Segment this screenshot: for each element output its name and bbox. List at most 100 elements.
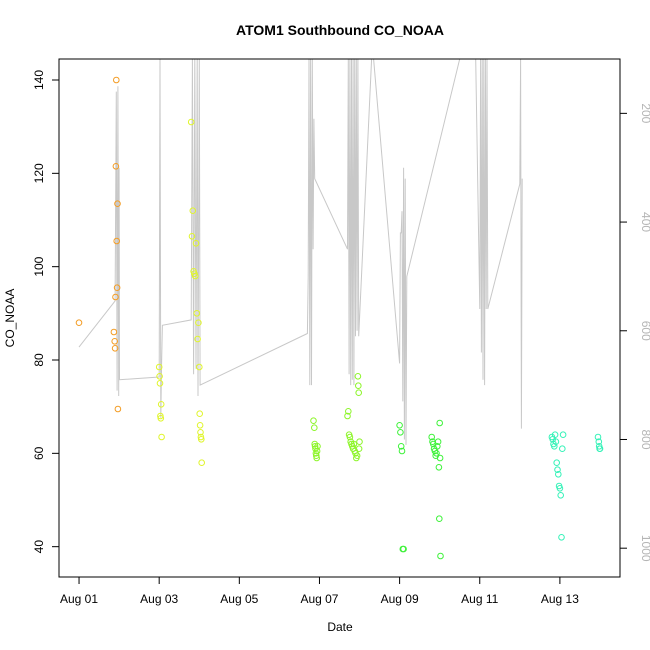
x-tick-label: Aug 09 [381, 592, 419, 606]
data-point-1 [198, 459, 205, 467]
right-tick-label: 800 [639, 429, 650, 449]
chart-title: ATOM1 Southbound CO_NOAA [236, 22, 444, 38]
data-point-3 [397, 443, 405, 450]
data-point-3 [397, 429, 404, 436]
x-tick-label: Aug 03 [140, 592, 178, 606]
data-point-3 [434, 443, 441, 450]
data-point-2 [311, 424, 318, 432]
data-point-3 [434, 438, 442, 446]
data-point-3 [396, 422, 403, 429]
pressure-line [78, 59, 523, 445]
data-point-2 [310, 417, 317, 425]
data-point-0 [113, 237, 120, 245]
y-tick-label: 40 [32, 540, 46, 554]
data-point-3 [436, 515, 443, 523]
right-tick-label: 600 [639, 321, 650, 341]
data-point-3 [433, 450, 440, 457]
data-point-3 [400, 545, 407, 553]
data-point-1 [195, 319, 202, 327]
data-point-4 [559, 431, 567, 439]
right-tick-label: 400 [639, 212, 650, 232]
data-point-0 [112, 163, 120, 170]
data-point-1 [192, 240, 200, 247]
data-point-1 [193, 310, 201, 317]
data-point-1 [194, 335, 201, 343]
data-point-0 [114, 405, 122, 413]
right-tick-label: 1000 [639, 535, 650, 562]
data-point-0 [112, 293, 119, 301]
data-point-4 [556, 485, 564, 492]
plot-frame [58, 58, 621, 578]
data-point-0 [111, 345, 119, 352]
y-axis-label: CO_NOAA [3, 289, 17, 348]
data-point-1 [156, 380, 164, 387]
data-point-0 [114, 200, 121, 207]
data-point-2 [345, 408, 352, 415]
y-tick-label: 60 [32, 446, 46, 460]
data-point-4 [558, 534, 565, 541]
data-point-4 [554, 466, 561, 474]
right-tick-label: 200 [639, 103, 650, 123]
data-point-0 [111, 338, 118, 345]
y-tick-label: 80 [32, 353, 46, 367]
data-point-1 [155, 363, 163, 371]
x-tick-label: Aug 01 [60, 592, 98, 606]
data-point-3 [437, 552, 444, 560]
data-point-1 [188, 233, 196, 240]
data-point-2 [313, 447, 321, 455]
data-point-1 [156, 373, 163, 380]
data-point-2 [346, 433, 354, 441]
data-point-2 [353, 452, 361, 460]
data-point-4 [553, 459, 561, 467]
data-point-2 [313, 452, 320, 460]
data-point-3 [436, 454, 444, 462]
y-tick-label: 100 [32, 256, 46, 276]
data-point-2 [355, 389, 363, 397]
x-tick-label: Aug 13 [541, 592, 579, 606]
data-point-1 [187, 118, 195, 126]
y-tick-label: 120 [32, 163, 46, 183]
data-point-4 [594, 433, 602, 441]
data-point-3 [428, 433, 436, 441]
data-point-1 [157, 401, 165, 408]
data-point-1 [197, 433, 205, 441]
pressure-line-layer [78, 59, 523, 445]
x-tick-label: Aug 11 [461, 592, 498, 606]
y-axis: 40 60 80 100 120 140 [32, 70, 60, 554]
data-point-1 [189, 207, 197, 214]
data-point-4 [596, 445, 604, 453]
data-point-2 [350, 440, 358, 448]
data-point-4 [557, 492, 565, 499]
data-point-1 [197, 429, 204, 436]
x-axis: Aug 01 Aug 03 Aug 05 Aug 07 Aug 09 Aug 11 Aug … [60, 576, 579, 606]
data-point-4 [595, 438, 603, 446]
x-tick-label: Aug 07 [300, 592, 338, 606]
data-point-1 [196, 410, 203, 418]
data-point-4 [552, 438, 560, 446]
x-axis-label: Date [327, 620, 353, 634]
data-point-3 [436, 419, 444, 427]
data-point-0 [113, 284, 121, 292]
data-point-0 [113, 76, 120, 84]
data-point-3 [398, 447, 406, 455]
data-point-0 [110, 328, 118, 336]
data-point-1 [157, 412, 164, 420]
y-tick-label: 140 [32, 70, 46, 90]
data-point-1 [198, 436, 205, 443]
data-point-2 [313, 454, 321, 462]
data-point-1 [157, 415, 165, 422]
x-tick-label: Aug 05 [220, 592, 258, 606]
data-point-1 [196, 363, 203, 371]
data-point-0 [75, 319, 83, 327]
data-point-2 [355, 445, 363, 453]
data-point-2 [354, 373, 362, 380]
data-point-4 [551, 431, 559, 439]
data-point-2 [344, 412, 351, 420]
right-axis: 200 400 600 800 1000 [619, 103, 650, 562]
data-point-2 [355, 382, 362, 390]
data-points-layer [75, 76, 604, 560]
data-point-4 [555, 471, 562, 478]
data-point-1 [158, 433, 165, 441]
data-point-1 [191, 272, 199, 280]
